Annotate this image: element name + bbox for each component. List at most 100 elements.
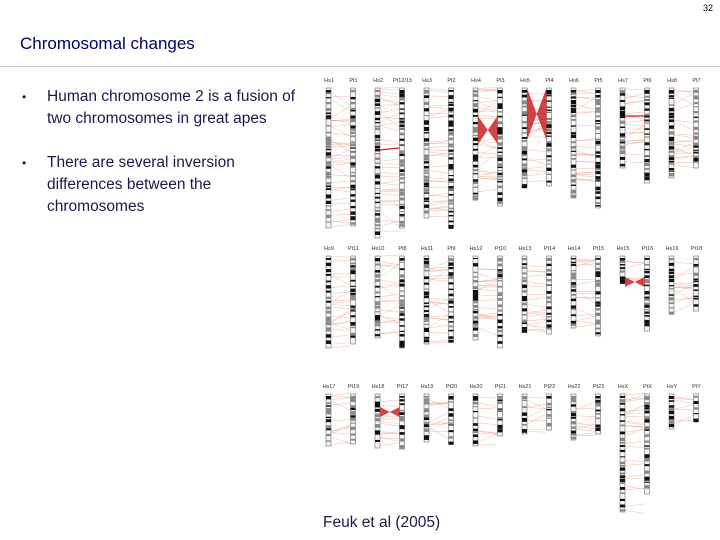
chromosome-band — [424, 258, 429, 260]
synteny-link — [575, 415, 596, 417]
chromosome-band — [424, 269, 429, 272]
chromosome-band — [693, 407, 699, 410]
chromosome-band — [571, 154, 576, 156]
synteny-link — [673, 155, 694, 159]
synteny-link — [330, 334, 351, 338]
chromosome-band — [595, 327, 601, 330]
chromosome-band — [620, 396, 625, 398]
chromosome-band — [399, 310, 405, 315]
synteny-link — [379, 220, 400, 222]
chromosome-band — [522, 319, 527, 323]
chromosome-band — [399, 122, 405, 126]
chromosome-band — [644, 419, 650, 423]
chromosome-band — [497, 185, 503, 189]
inversion-marker — [625, 277, 645, 287]
chromosome-band — [375, 174, 380, 179]
chromosome-band — [326, 152, 331, 156]
chromosome-band — [595, 417, 601, 420]
chromosome-band — [448, 441, 454, 445]
chromosome-band — [693, 142, 699, 147]
chromosome-band — [424, 154, 429, 158]
synteny-link — [477, 166, 498, 179]
synteny-link — [477, 430, 498, 434]
chromosome-band — [326, 269, 331, 273]
chromosome-band — [546, 141, 552, 144]
chromosome-band — [399, 220, 405, 224]
chromosome-label: Hs10 — [372, 246, 385, 252]
synteny-link — [330, 419, 351, 422]
chromosome-band — [326, 425, 331, 428]
chromosome-band — [522, 136, 527, 139]
chromosome-band — [669, 115, 674, 119]
chromosome-band — [644, 281, 650, 283]
chromosome-band — [448, 149, 454, 152]
chromosome-band — [424, 316, 429, 321]
chromosome-band — [350, 109, 356, 112]
chromosome-band — [448, 178, 454, 183]
chromosome-band — [669, 307, 674, 309]
chromosome-band — [375, 153, 380, 155]
chromosome-band — [350, 310, 356, 312]
synteny-link — [575, 316, 596, 321]
chromosome-band — [350, 188, 356, 191]
chromosome-band — [571, 293, 576, 296]
chromosome-band — [620, 441, 625, 444]
chromosome-band — [473, 164, 478, 168]
chromosome-band — [326, 200, 331, 204]
chromosome-band — [693, 278, 699, 281]
synteny-link — [526, 431, 547, 433]
chromosome-band — [644, 421, 650, 423]
chromosome-band — [350, 175, 356, 177]
chromosome-band — [644, 284, 650, 287]
chromosome-band — [375, 111, 380, 115]
chromosome-band — [326, 296, 331, 299]
synteny-link — [379, 190, 400, 193]
chromosome-band — [448, 137, 454, 141]
chromosome-band — [448, 329, 454, 332]
chromosome-band — [546, 409, 552, 411]
chromosome-band — [497, 115, 503, 118]
synteny-link — [624, 446, 645, 448]
chromosome-band — [571, 320, 576, 324]
chromosome-band — [497, 263, 503, 267]
synteny-link — [379, 421, 400, 424]
chromosome-band — [350, 285, 356, 287]
chromosome-band — [522, 406, 527, 409]
chromosome-band — [448, 401, 454, 403]
synteny-link — [673, 415, 694, 425]
chromosome-band — [595, 308, 601, 311]
chromosome-band — [522, 163, 527, 167]
chromosome-band — [350, 90, 356, 93]
chromosome-band — [350, 222, 356, 225]
chromosome-band — [326, 285, 331, 289]
chromosome-band — [546, 327, 552, 330]
chromosome-band — [424, 320, 429, 322]
bullet-list: • Human chromosome 2 is a fusion of two … — [22, 86, 312, 240]
chromosome-band — [448, 210, 454, 213]
chromosome-band — [350, 147, 356, 149]
chromosome-band — [669, 95, 674, 97]
chromosome-band — [473, 154, 478, 159]
chromosome-band — [571, 323, 576, 326]
chromosome-band — [644, 298, 650, 301]
chromosome-band — [350, 143, 356, 147]
chromosome-band — [595, 94, 601, 98]
synteny-link — [330, 397, 351, 401]
chromosome-band — [473, 280, 478, 283]
chromosome-band — [595, 274, 601, 278]
chromosome-band — [644, 162, 650, 166]
chromosome-band — [644, 113, 650, 118]
chromosome-band — [497, 192, 503, 196]
chromosome-band — [669, 288, 674, 290]
chromosome-band — [693, 396, 699, 398]
chromosome-band — [669, 131, 674, 135]
chromosome-band — [693, 264, 699, 268]
chromosome-label: Hs7 — [618, 78, 628, 84]
chromosome-band — [399, 303, 405, 307]
synteny-link — [330, 158, 351, 163]
synteny-link — [330, 307, 351, 309]
synteny-link — [526, 270, 547, 273]
chromosome-band — [669, 107, 674, 112]
synteny-link — [673, 152, 694, 154]
chromosome-band — [571, 194, 576, 198]
